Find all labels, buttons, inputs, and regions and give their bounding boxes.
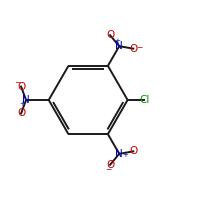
Text: N: N: [22, 95, 30, 105]
Text: O: O: [17, 108, 25, 118]
Text: O: O: [129, 146, 137, 156]
Text: −: −: [105, 166, 111, 175]
Text: +: +: [122, 152, 128, 158]
Text: O: O: [17, 82, 25, 92]
Text: +: +: [19, 101, 25, 107]
Text: O: O: [129, 44, 137, 54]
Text: O: O: [106, 160, 114, 170]
Text: −: −: [136, 43, 142, 52]
Text: O: O: [106, 30, 114, 40]
Text: −: −: [14, 78, 21, 87]
Text: N: N: [115, 41, 123, 51]
Text: Cl: Cl: [139, 95, 150, 105]
Text: +: +: [115, 38, 120, 44]
Text: N: N: [115, 149, 123, 159]
